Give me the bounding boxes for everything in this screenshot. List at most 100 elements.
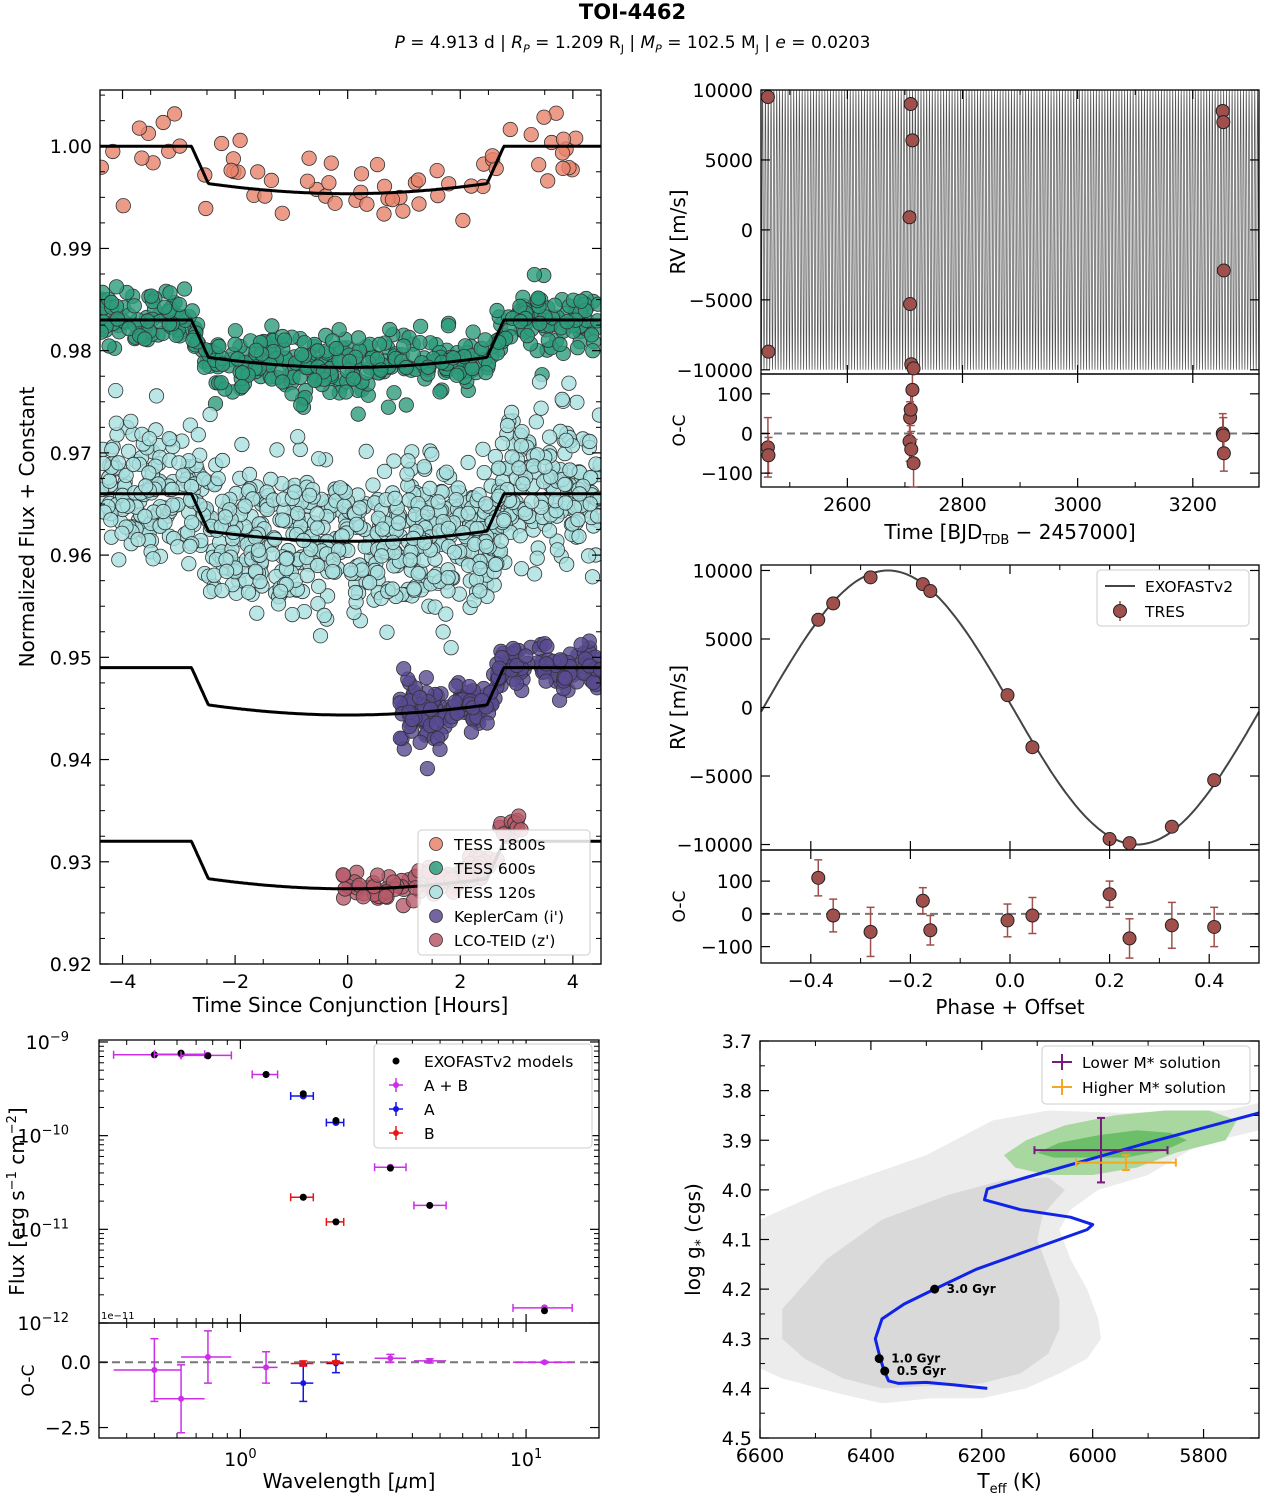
data-point — [103, 512, 119, 528]
legend-label: TESS 120s — [453, 884, 536, 902]
y-tick-label: −100 — [701, 937, 753, 959]
residual-point — [300, 1380, 307, 1387]
data-point — [237, 498, 253, 514]
rv-data-point — [903, 96, 918, 111]
rv-legend: EXOFASTv2 TRES — [1096, 569, 1250, 627]
data-point — [274, 512, 291, 528]
data-point — [309, 343, 326, 359]
data-point — [461, 678, 477, 695]
data-point — [287, 484, 303, 500]
data-point — [335, 867, 351, 883]
data-point — [463, 724, 479, 740]
data-point — [240, 584, 257, 600]
data-point — [537, 459, 553, 475]
data-point — [557, 670, 573, 686]
legend-box — [1041, 1045, 1251, 1105]
data-point — [309, 520, 325, 536]
y-tick-label: 10000 — [693, 80, 753, 102]
data-point — [171, 296, 188, 313]
data-point — [588, 456, 601, 472]
legend-marker — [429, 837, 443, 851]
data-point — [412, 318, 429, 334]
data-point — [562, 462, 578, 478]
data-point — [557, 476, 573, 493]
data-point — [293, 346, 310, 362]
x-axis-label: Time [BJDTDB − 2457000] — [883, 520, 1135, 548]
x-axis-label: Phase + Offset — [935, 995, 1084, 1019]
x-tick-label: 3000 — [1053, 494, 1101, 516]
data-point — [472, 583, 488, 599]
data-point — [476, 464, 492, 481]
hr-legend: Lower M* solution Higher M* solution — [1041, 1045, 1251, 1105]
data-point — [284, 606, 300, 623]
sed-series-a-b — [112, 1049, 573, 1434]
data-point — [278, 551, 294, 567]
data-point — [518, 648, 534, 664]
rv-data-point — [902, 210, 917, 225]
data-point — [449, 367, 465, 383]
data-point — [530, 290, 546, 306]
sed-model-point — [426, 1201, 434, 1209]
data-point — [108, 382, 124, 399]
data-point — [214, 135, 230, 152]
data-point — [250, 164, 266, 180]
exponent: 1 — [534, 1447, 542, 1462]
data-point — [309, 506, 325, 522]
y-tick-label: 3.8 — [722, 1081, 752, 1103]
y-axis-label: log g* (cgs) — [681, 1183, 709, 1296]
data-point — [554, 145, 571, 161]
data-point — [571, 528, 587, 545]
data-point — [373, 362, 389, 378]
data-point — [432, 384, 448, 400]
y-tick-label: 0.95 — [50, 647, 92, 669]
data-point — [552, 336, 568, 352]
data-point — [515, 476, 531, 492]
data-point — [529, 550, 545, 566]
data-point — [569, 340, 586, 356]
y-tick-label: 5000 — [705, 150, 753, 172]
data-point — [182, 538, 198, 554]
residual-point — [387, 1355, 394, 1362]
x-label-subscript: TDB — [981, 533, 1009, 548]
data-point — [175, 467, 191, 483]
data-point — [384, 192, 400, 208]
data-point — [290, 429, 306, 445]
data-point — [512, 528, 528, 544]
evolution-track — [873, 1111, 1259, 1390]
x-tick-label: 6200 — [958, 1445, 1006, 1467]
data-point — [513, 438, 529, 454]
y-tick-label: −10000 — [677, 835, 753, 857]
data-point — [387, 490, 403, 506]
data-point — [504, 449, 520, 465]
data-point — [234, 365, 250, 381]
data-point — [411, 196, 427, 212]
x-tick-label: 6000 — [1068, 1445, 1116, 1467]
y-tick-label: 0.98 — [50, 341, 92, 363]
sed-series-a — [289, 1090, 345, 1403]
y-tick-label: 4.2 — [722, 1279, 752, 1301]
x-tick-label: 5800 — [1179, 1445, 1227, 1467]
data-point — [591, 407, 601, 423]
residual-point — [1164, 918, 1179, 933]
data-point — [105, 143, 121, 160]
y-tick-label: 0.96 — [50, 545, 92, 567]
data-point — [227, 323, 243, 339]
data-point — [355, 889, 371, 905]
y-tick-label: −2.5 — [45, 1418, 91, 1440]
y-tick-label: 0.94 — [50, 750, 92, 772]
data-point — [412, 734, 428, 751]
legend-box — [1096, 569, 1250, 627]
sed-series-b — [289, 1193, 345, 1367]
age-marker — [880, 1366, 890, 1376]
data-point — [440, 569, 456, 586]
subscript: * — [693, 1239, 709, 1246]
data-point — [398, 359, 414, 376]
residual-axis-label: O-C — [670, 891, 690, 923]
param-ecc: 0.0203 — [810, 33, 871, 53]
data-point — [250, 542, 267, 558]
rv-time-panel: 2600 2800 3000 3200 −10000 −5000 0 5000 10000 −10… — [666, 80, 1260, 548]
data-point — [555, 160, 571, 176]
data-point — [270, 596, 287, 612]
legend-marker — [1113, 604, 1127, 618]
data-point — [438, 464, 455, 480]
